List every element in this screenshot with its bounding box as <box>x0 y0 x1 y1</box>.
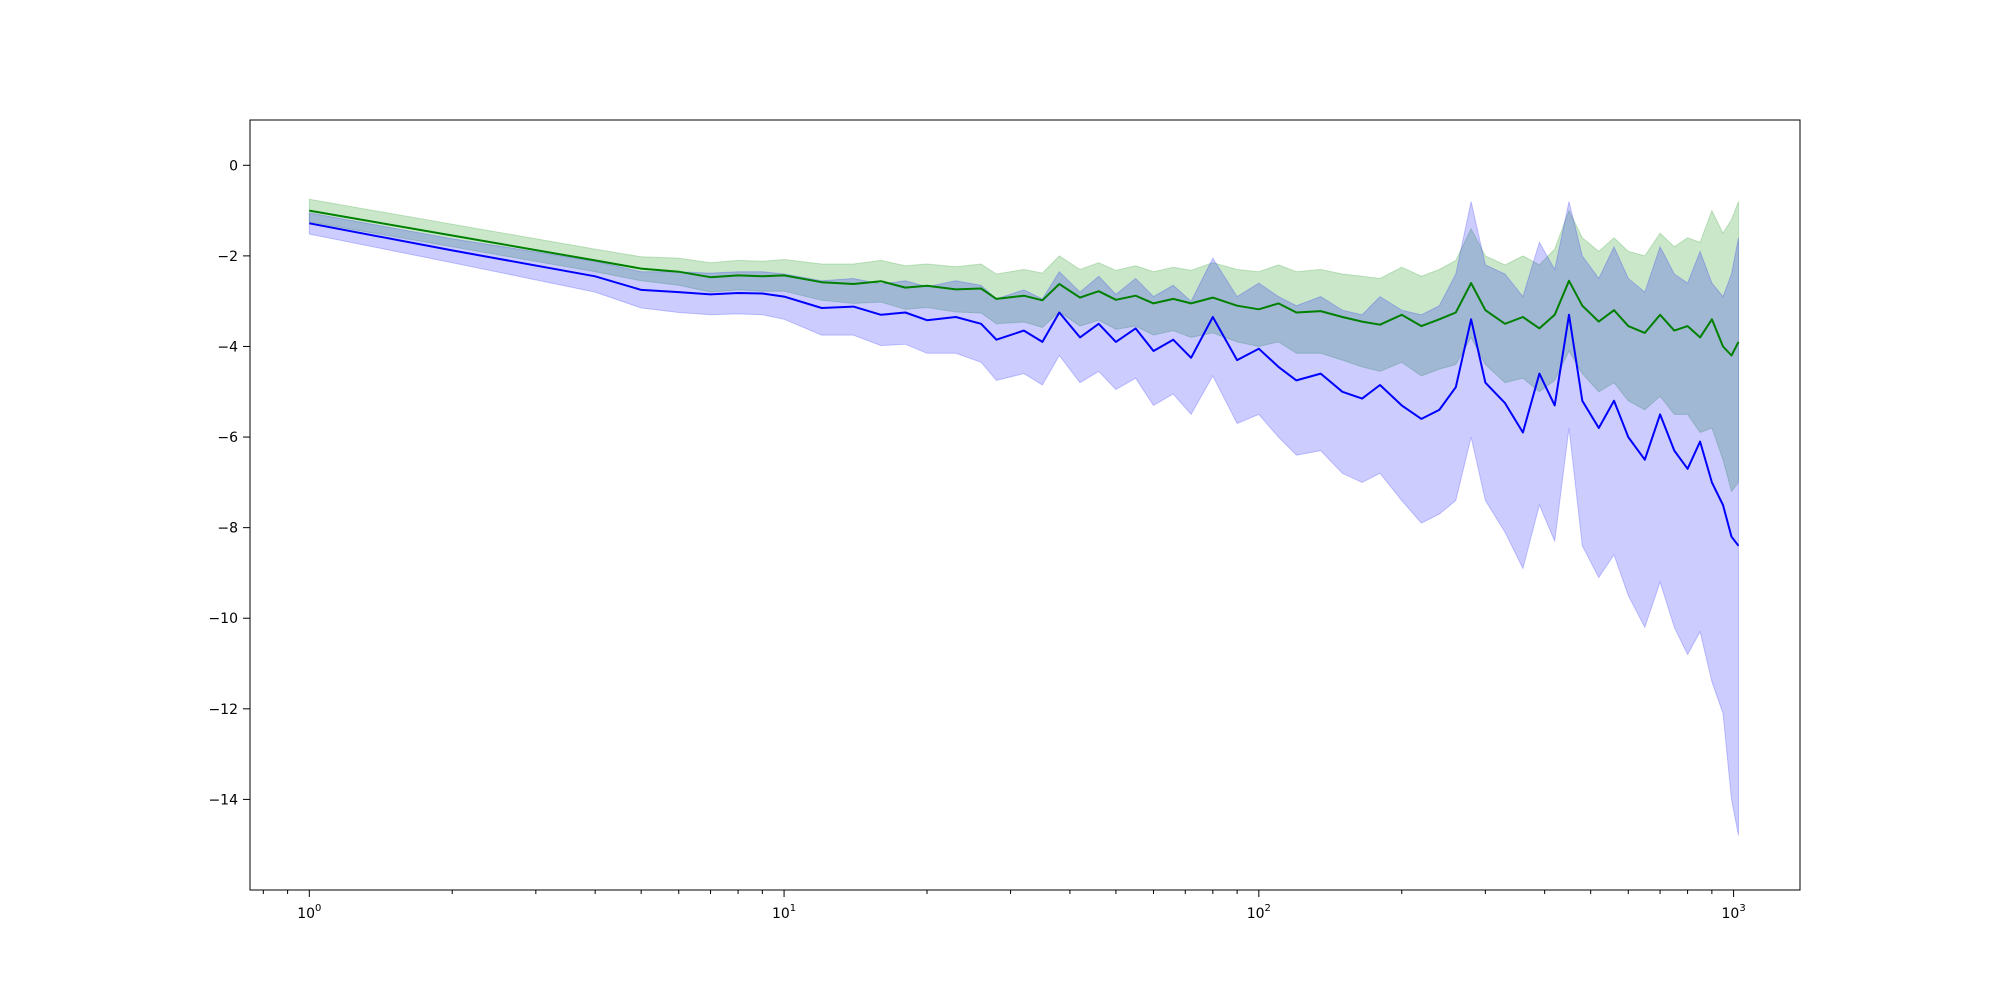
y-axis: 0 −2 −4 −6 −8 −10 −12 −14 <box>208 158 250 808</box>
series-1-line <box>309 222 1740 547</box>
x-tick-label: 101 <box>772 903 796 922</box>
x-tick-label: 103 <box>1721 903 1745 922</box>
y-tick-label: −12 <box>208 702 238 718</box>
y-tick-label: −4 <box>217 339 238 355</box>
x-axis: 100 101 102 103 <box>262 890 1746 922</box>
series-0-line <box>309 209 1740 357</box>
series-lines <box>309 209 1740 547</box>
x-tick-label: 100 <box>297 903 321 922</box>
series-1-band <box>308 201 1739 836</box>
y-tick-label: −10 <box>208 611 238 627</box>
y-tick-label: 0 <box>229 158 238 174</box>
y-tick-label: −8 <box>217 521 238 537</box>
y-tick-label: −14 <box>208 792 238 808</box>
y-tick-label: −2 <box>217 249 238 265</box>
plot-frame <box>249 119 1801 891</box>
y-tick-label: −6 <box>217 430 238 446</box>
x-tick-label: 102 <box>1247 903 1271 922</box>
